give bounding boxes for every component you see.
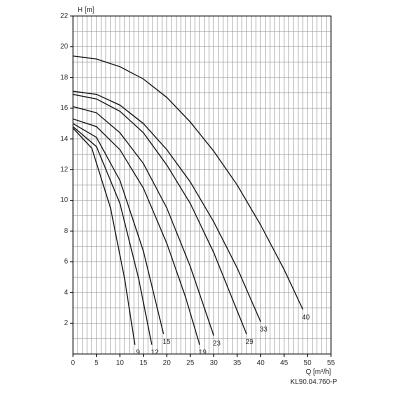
plot-frame <box>72 15 332 355</box>
x-tick-label: 50 <box>304 360 312 367</box>
pump-curve <box>72 118 201 345</box>
chart-note: KL90.04.760-P <box>290 379 337 386</box>
curve-label: 40 <box>302 314 310 321</box>
pump-curve <box>72 127 136 345</box>
pump-curve <box>72 90 262 322</box>
curve-label: 9 <box>136 350 140 357</box>
y-tick-label: 8 <box>64 228 68 235</box>
x-tick-label: 5 <box>95 360 99 367</box>
y-tick-label: 20 <box>60 44 68 51</box>
x-tick-label: 45 <box>280 360 288 367</box>
x-axis-label: Q [m³/h] <box>306 369 331 376</box>
curve-label: 23 <box>213 340 221 347</box>
y-tick-label: 22 <box>60 13 68 20</box>
pump-curve <box>72 93 248 335</box>
x-tick-label: 55 <box>327 360 335 367</box>
y-axis-label: H [m] <box>78 7 95 14</box>
x-tick-label: 25 <box>186 360 194 367</box>
x-tick-label: 0 <box>71 360 75 367</box>
x-tick-label: 20 <box>163 360 171 367</box>
x-tick-label: 30 <box>210 360 218 367</box>
curve-label: 19 <box>199 350 207 357</box>
y-tick-label: 6 <box>64 259 68 266</box>
y-tick-label: 2 <box>64 320 68 327</box>
curve-label: 15 <box>163 339 171 346</box>
y-tick-label: 10 <box>60 197 68 204</box>
y-tick-label: 18 <box>60 74 68 81</box>
pump-curve <box>72 126 153 345</box>
x-tick-label: 10 <box>116 360 124 367</box>
x-tick-label: 35 <box>233 360 241 367</box>
curve-label: 29 <box>246 339 254 346</box>
pump-curve <box>72 123 165 335</box>
x-tick-label: 40 <box>257 360 265 367</box>
curve-label: 33 <box>260 327 268 334</box>
y-tick-label: 16 <box>60 105 68 112</box>
pump-curve <box>72 55 304 310</box>
y-tick-label: 12 <box>60 166 68 173</box>
pump-curve <box>72 106 215 336</box>
x-tick-label: 15 <box>139 360 147 367</box>
y-tick-label: 4 <box>64 289 68 296</box>
y-tick-label: 14 <box>60 136 68 143</box>
curve-label: 12 <box>151 350 159 357</box>
